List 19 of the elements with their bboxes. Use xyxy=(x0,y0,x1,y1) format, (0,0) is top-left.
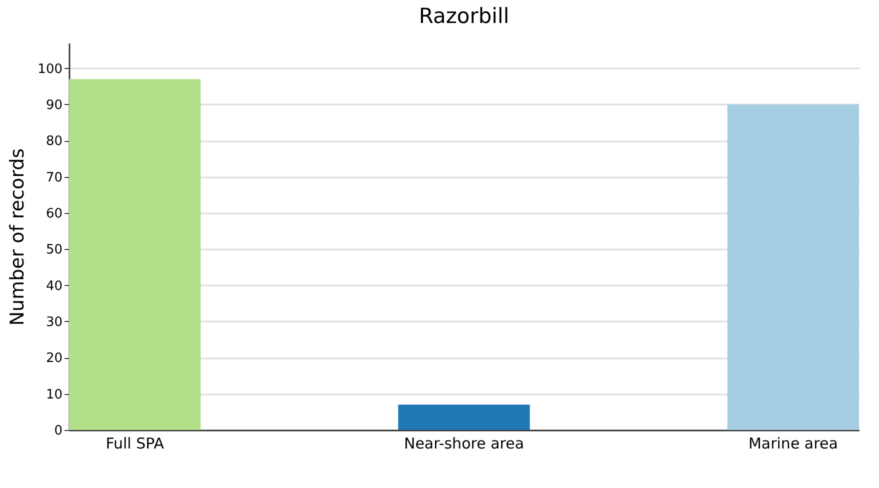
chart-title: Razorbill xyxy=(418,4,510,28)
x-tick-label: Marine area xyxy=(748,434,838,452)
bar xyxy=(398,404,530,430)
y-tick-label: 100 xyxy=(38,62,62,77)
x-tick-label: Full SPA xyxy=(106,434,165,452)
y-tick-label: 40 xyxy=(46,278,62,294)
y-tick-label: 0 xyxy=(54,424,62,438)
y-tick-label: 20 xyxy=(46,351,62,366)
y-tick-label: 90 xyxy=(46,98,62,113)
bar xyxy=(69,79,201,430)
x-tick-label: Near-shore area xyxy=(404,434,524,452)
y-tick-label: 10 xyxy=(46,387,62,402)
y-tick-label: 70 xyxy=(46,170,62,186)
bar xyxy=(727,104,859,430)
y-tick-label: 60 xyxy=(46,206,62,222)
y-tick-label: 80 xyxy=(46,134,62,150)
y-tick-label: 50 xyxy=(46,242,62,258)
y-axis-title: Number of records xyxy=(6,148,29,326)
y-tick-label: 30 xyxy=(46,314,62,330)
